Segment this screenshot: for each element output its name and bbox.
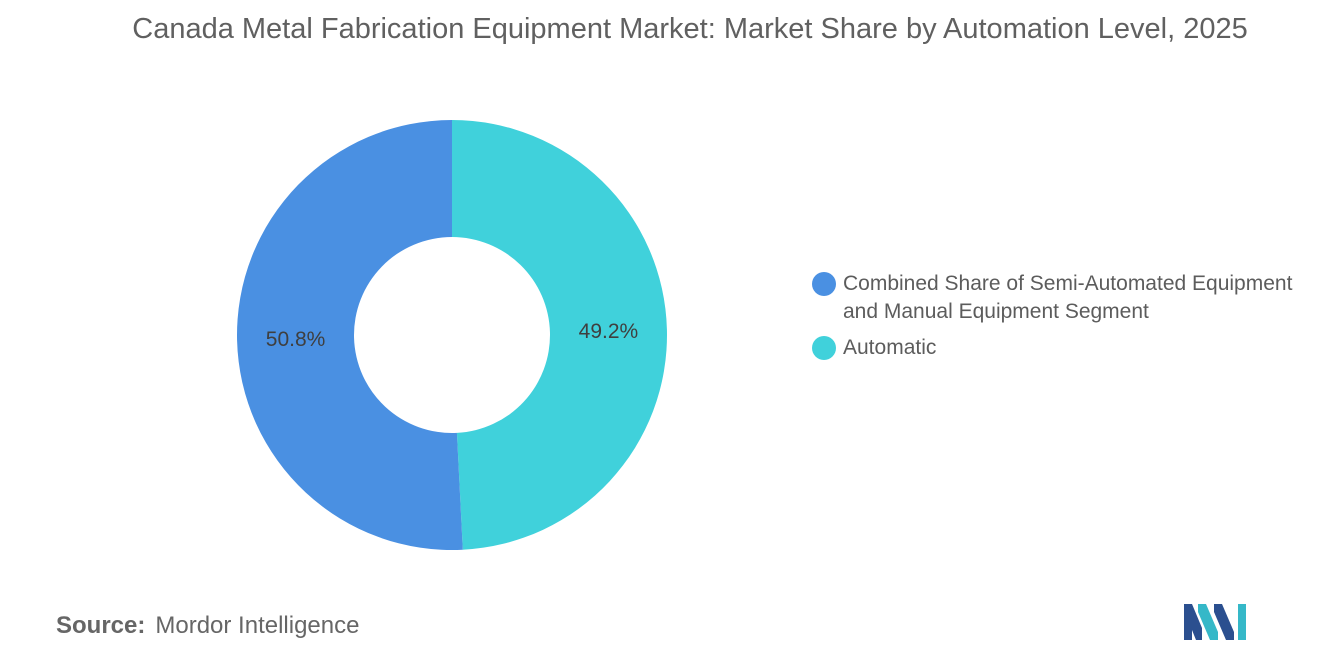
legend: Combined Share of Semi-Automated Equipme… [812, 270, 1312, 370]
slice-semi-manual [236, 120, 463, 551]
slice-label-semi-manual: 50.8% [266, 328, 326, 351]
legend-swatch-automatic [812, 336, 836, 360]
legend-label-semi-manual: Combined Share of Semi-Automated Equipme… [843, 272, 1293, 323]
legend-swatch-semi-manual [812, 272, 836, 296]
source-note: Source: Mordor Intelligence [56, 612, 359, 640]
legend-item-semi-manual: Combined Share of Semi-Automated Equipme… [812, 270, 1312, 326]
legend-item-automatic: Automatic [812, 334, 1312, 362]
mordor-intelligence-logo-icon [1184, 604, 1246, 640]
source-prefix: Source: [56, 612, 146, 639]
slices-group [236, 120, 667, 551]
slice-automatic [452, 120, 667, 550]
legend-label-automatic: Automatic [843, 336, 937, 359]
slice-label-automatic: 49.2% [579, 320, 639, 343]
chart-title: Canada Metal Fabrication Equipment Marke… [132, 13, 1248, 45]
source-text: Mordor Intelligence [155, 612, 360, 639]
slice-labels-group: 49.2% 50.8% [266, 320, 638, 351]
